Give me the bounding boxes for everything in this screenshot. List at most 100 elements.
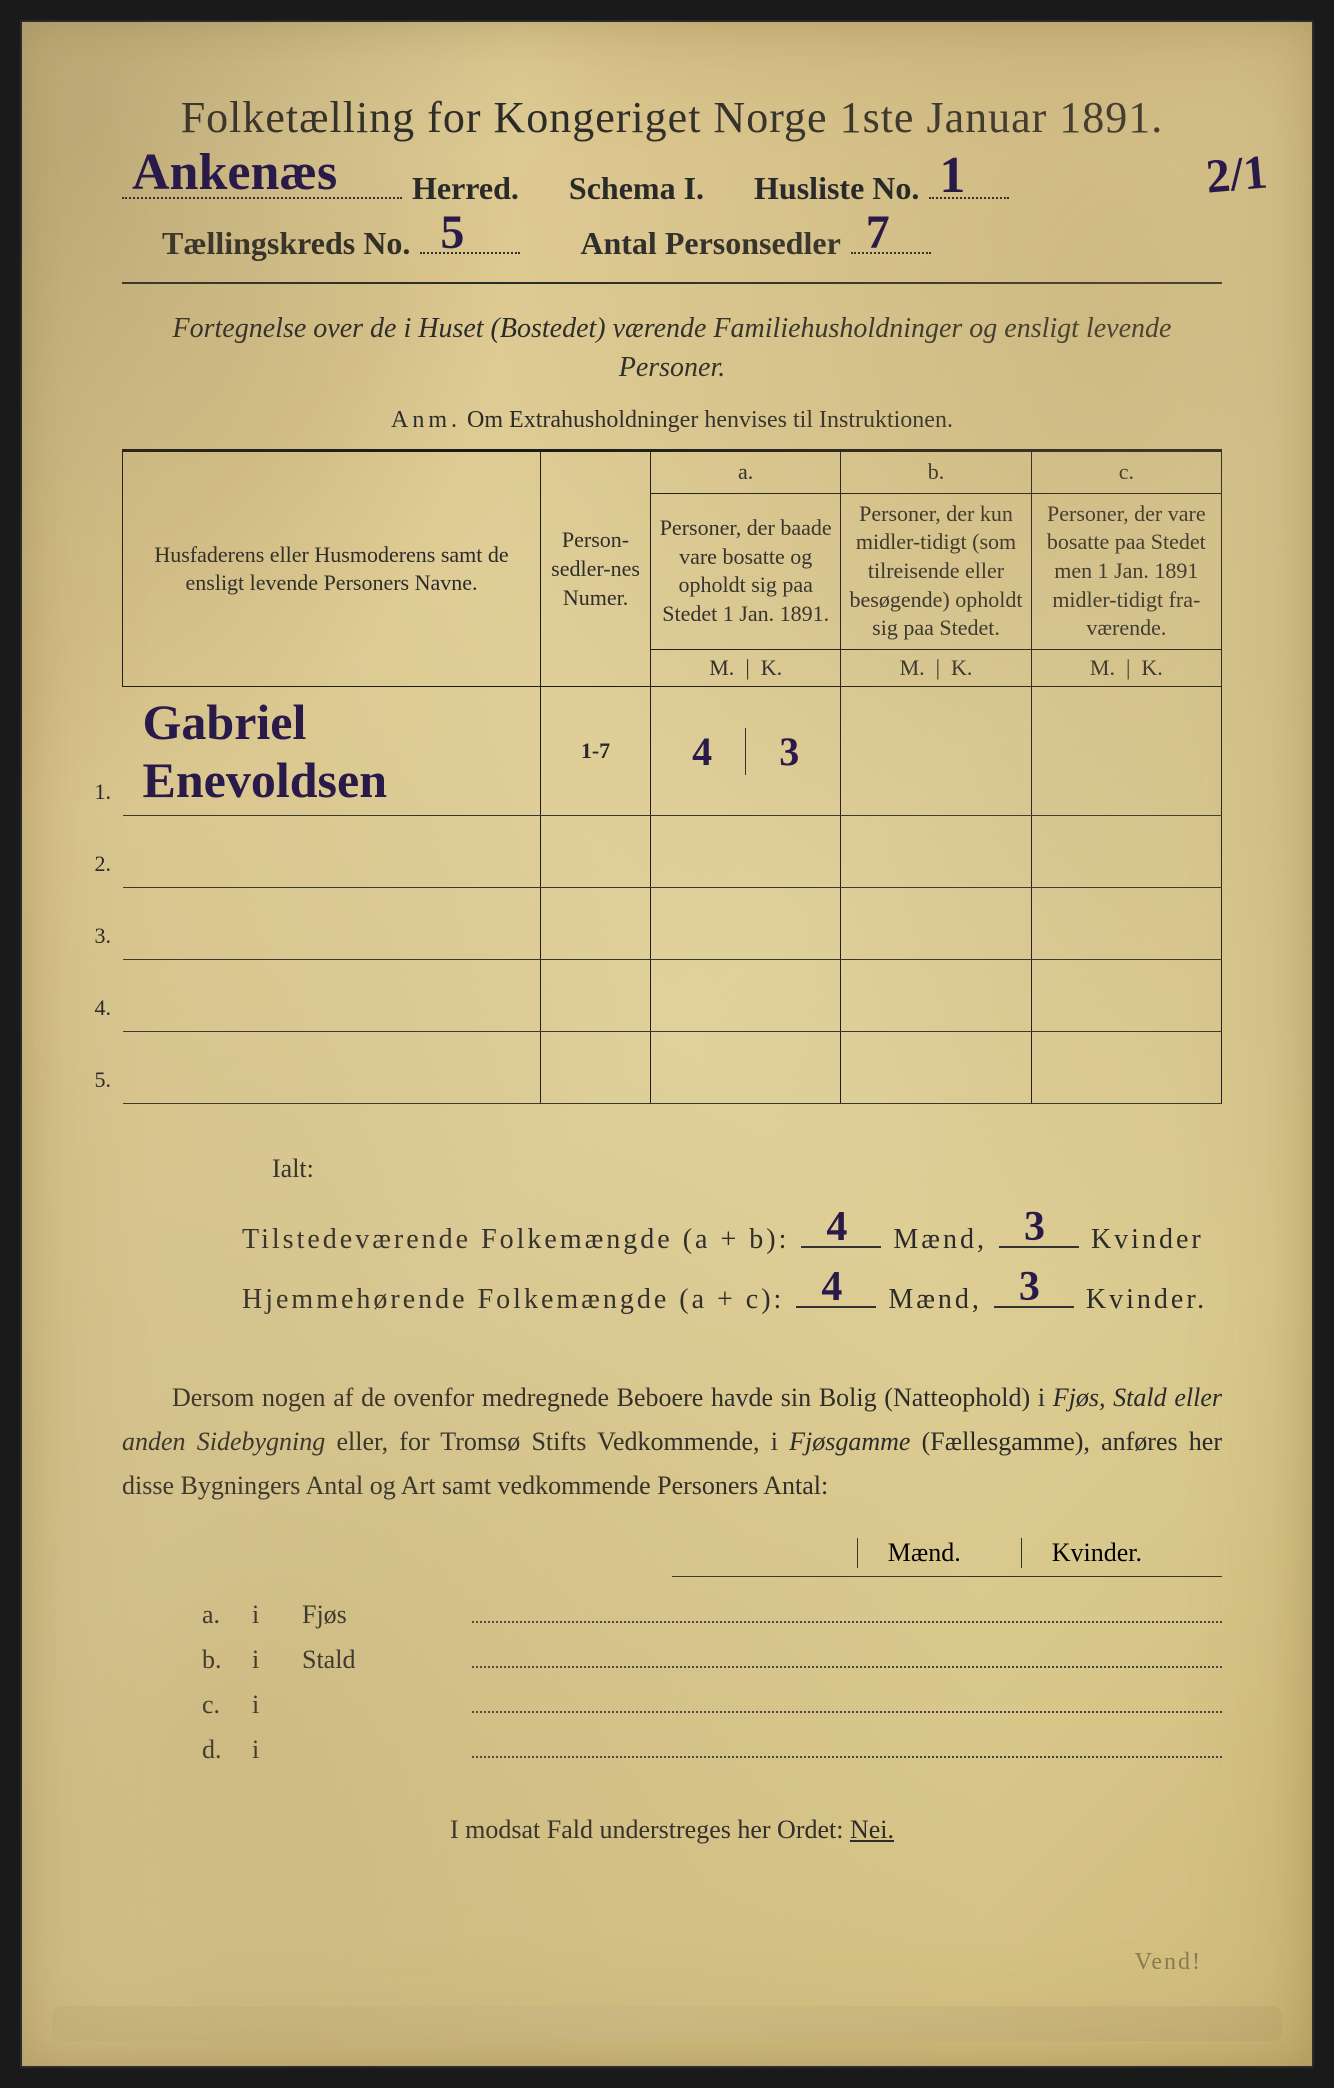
antal-value: 7 [866, 205, 890, 260]
resident-k: 3 [1019, 1263, 1043, 1311]
th-a-label: a. [651, 451, 841, 494]
kvinder-col: Kvinder. [1021, 1538, 1142, 1568]
census-form-page: Folketælling for Kongeriget Norge 1ste J… [20, 20, 1314, 2068]
kreds-value: 5 [440, 205, 464, 260]
cell-numer [541, 1032, 651, 1104]
form-subtitle: Fortegnelse over de i Huset (Bostedet) v… [122, 309, 1222, 387]
anm-note: Anm. Om Extrahusholdninger henvises til … [122, 407, 1222, 434]
anm-text: Om Extrahusholdninger henvises til Instr… [467, 407, 953, 433]
th-c-label: c. [1031, 451, 1221, 494]
cell-numer [541, 888, 651, 960]
total-line-present: Tilstedeværende Folkemængde (a + b): 4 M… [242, 1214, 1222, 1256]
dotted-fill [472, 1642, 1222, 1668]
row-number: 3. [95, 923, 112, 949]
row-number: 1. [95, 779, 112, 805]
divider-1 [122, 282, 1222, 284]
row-number: 4. [95, 995, 112, 1021]
present-k: 3 [1024, 1203, 1048, 1251]
husliste-label: Husliste No. [754, 170, 919, 207]
header-line-1: Ankenæs Herred. Schema I. Husliste No. 1 [122, 161, 1222, 207]
building-row: c. i [202, 1687, 1222, 1720]
paper-tear [52, 2006, 1282, 2041]
resident-label: Hjemmehørende Folkemængde (a + c): [242, 1284, 784, 1316]
building-list: a. i Fjøs b. i Stald c. i d. i [122, 1597, 1222, 1765]
building-letter: d. [202, 1735, 232, 1765]
building-row: b. i Stald [202, 1642, 1222, 1675]
herred-value: Ankenæs [132, 143, 337, 202]
th-numer: Person-sedler-nes Numer. [541, 451, 651, 687]
cell-numer: 1-7 [541, 687, 651, 816]
cell-a [651, 960, 841, 1032]
cell-numer [541, 816, 651, 888]
building-row: a. i Fjøs [202, 1597, 1222, 1630]
table-row: 2. [123, 816, 1222, 888]
maend-col: Mænd. [857, 1538, 961, 1568]
dotted-fill [472, 1687, 1222, 1713]
th-c-mk: M. | K. [1031, 649, 1221, 687]
table-row: 5. [123, 1032, 1222, 1104]
header-line-2: Tællingskreds No. 5 Antal Personsedler 7 [122, 215, 1222, 261]
cell-b [841, 960, 1031, 1032]
vend-note: Vend! [1135, 1949, 1202, 1976]
cell-b [841, 816, 1031, 888]
building-name: Stald [302, 1645, 452, 1675]
maend-label-2: Mænd, [888, 1284, 982, 1316]
nei-word: Nei. [850, 1815, 894, 1844]
schema-label: Schema I. [569, 170, 704, 207]
dotted-fill [472, 1732, 1222, 1758]
husliste-value: 1 [939, 146, 965, 205]
building-paragraph: Dersom nogen af de ovenfor medregnede Be… [122, 1376, 1222, 1509]
dotted-fill [472, 1597, 1222, 1623]
th-c: Personer, der vare bosatte paa Stedet me… [1031, 493, 1221, 649]
person-name: Gabriel Enevoldsen [143, 694, 388, 808]
present-m: 4 [826, 1203, 850, 1251]
cell-b [841, 687, 1031, 816]
census-table: Husfaderens eller Husmoderens samt de en… [122, 449, 1222, 1104]
th-a: Personer, der baade vare bosatte og opho… [651, 493, 841, 649]
ialt-label: Ialt: [272, 1154, 1222, 1184]
building-i: i [252, 1645, 282, 1675]
maend-label: Mænd, [893, 1224, 987, 1256]
th-a-mk: M. | K. [651, 649, 841, 687]
total-line-resident: Hjemmehørende Folkemængde (a + c): 4 Mæn… [242, 1274, 1222, 1316]
cell-b [841, 888, 1031, 960]
table-row: 4. [123, 960, 1222, 1032]
kvinder-label-2: Kvinder. [1086, 1284, 1207, 1316]
building-letter: b. [202, 1645, 232, 1675]
footer-line: I modsat Fald understreges her Ordet: Ne… [122, 1815, 1222, 1845]
present-label: Tilstedeværende Folkemængde (a + b): [242, 1224, 789, 1256]
table-row: 1.Gabriel Enevoldsen 1-7 43 [123, 687, 1222, 816]
totals-section: Ialt: Tilstedeværende Folkemængde (a + b… [122, 1154, 1222, 1315]
building-i: i [252, 1735, 282, 1765]
antal-label: Antal Personsedler [580, 225, 840, 262]
cell-b [841, 1032, 1031, 1104]
th-name: Husfaderens eller Husmoderens samt de en… [123, 451, 541, 687]
building-i: i [252, 1690, 282, 1720]
th-b-mk: M. | K. [841, 649, 1031, 687]
cell-a [651, 816, 841, 888]
cell-numer [541, 960, 651, 1032]
cell-a: 43 [651, 687, 841, 816]
cell-c [1031, 888, 1221, 960]
building-letter: a. [202, 1600, 232, 1630]
building-letter: c. [202, 1690, 232, 1720]
kreds-label: Tællingskreds No. [162, 225, 410, 262]
cell-c [1031, 1032, 1221, 1104]
cell-a [651, 1032, 841, 1104]
cell-a [651, 888, 841, 960]
form-title: Folketælling for Kongeriget Norge 1ste J… [122, 92, 1222, 143]
cell-c [1031, 687, 1221, 816]
anm-label: Anm. [391, 407, 461, 433]
th-b-label: b. [841, 451, 1031, 494]
table-row: 3. [123, 888, 1222, 960]
building-name: Fjøs [302, 1600, 452, 1630]
cell-c [1031, 816, 1221, 888]
cell-c [1031, 960, 1221, 1032]
kvinder-label: Kvinder [1091, 1224, 1204, 1256]
row-number: 2. [95, 851, 112, 877]
th-b: Personer, der kun midler-tidigt (som til… [841, 493, 1031, 649]
mk-column-header: Mænd. Kvinder. [672, 1538, 1222, 1577]
resident-m: 4 [821, 1263, 845, 1311]
herred-label: Herred. [412, 170, 519, 207]
row-number: 5. [95, 1067, 112, 1093]
